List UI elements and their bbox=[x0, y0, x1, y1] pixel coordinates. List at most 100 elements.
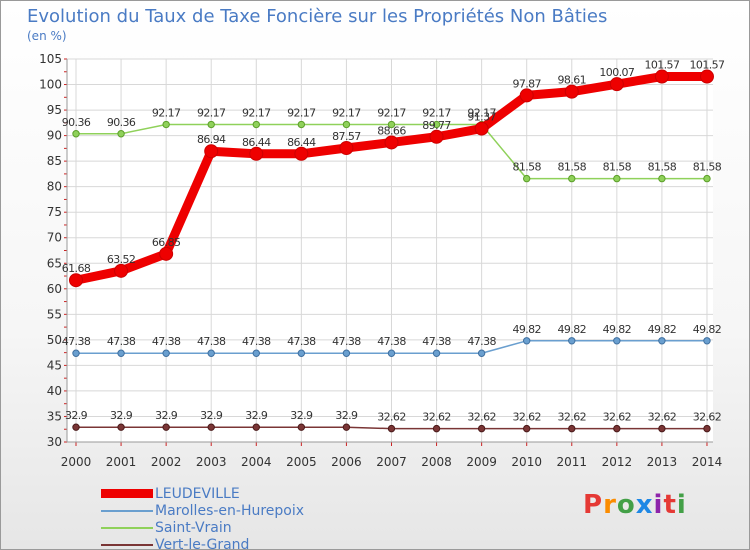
x-tick-label: 2004 bbox=[241, 455, 272, 469]
data-label: 49.82 bbox=[603, 323, 632, 336]
data-label: 47.38 bbox=[377, 335, 406, 348]
legend-item: Marolles-en-Hurepoix bbox=[101, 502, 304, 519]
data-point bbox=[114, 263, 129, 278]
data-label: 87.57 bbox=[332, 130, 361, 143]
data-point bbox=[342, 349, 351, 357]
data-label: 47.38 bbox=[197, 335, 226, 348]
data-label: 32.62 bbox=[603, 411, 632, 424]
legend-label: LEUDEVILLE bbox=[155, 485, 240, 502]
data-point bbox=[117, 130, 125, 138]
data-label: 81.58 bbox=[558, 161, 587, 174]
data-point bbox=[294, 146, 309, 161]
brand-letter: r bbox=[603, 490, 617, 520]
legend-swatch bbox=[101, 509, 153, 512]
data-point bbox=[387, 349, 396, 357]
data-label: 81.58 bbox=[648, 161, 677, 174]
unit-label: (en %) bbox=[27, 29, 67, 43]
data-point bbox=[432, 349, 441, 357]
data-label: 92.17 bbox=[287, 107, 316, 120]
data-label: 92.17 bbox=[152, 107, 181, 120]
legend-label: Saint-Vrain bbox=[155, 519, 232, 536]
data-point bbox=[384, 135, 399, 150]
data-label: 86.44 bbox=[242, 136, 271, 149]
data-point bbox=[609, 77, 624, 92]
data-point bbox=[523, 174, 531, 183]
data-point bbox=[72, 349, 80, 357]
data-label: 32.62 bbox=[648, 411, 677, 424]
data-point bbox=[654, 69, 669, 84]
data-label: 32.9 bbox=[290, 409, 313, 422]
legend-swatch bbox=[101, 489, 153, 498]
series-0: 47.38 47.38 47.38 47.38 47.38 47.38 47.38 47.38… bbox=[62, 323, 722, 357]
data-label: 101.57 bbox=[690, 59, 725, 72]
x-tick-label: 2006 bbox=[331, 455, 362, 469]
data-point bbox=[432, 120, 441, 129]
data-point bbox=[658, 337, 666, 345]
data-point bbox=[568, 424, 576, 433]
data-label: 32.9 bbox=[245, 409, 268, 422]
brand-letter: P bbox=[583, 490, 604, 520]
data-label: 32.62 bbox=[512, 411, 541, 424]
series-2: 32.9 32.9 32.9 32.9 32.9 32.9 32.9 32.62 32.62 32… bbox=[65, 409, 722, 433]
x-tick-label: 2008 bbox=[421, 455, 452, 469]
x-tick-label: 2002 bbox=[151, 455, 182, 469]
data-point bbox=[703, 174, 711, 183]
data-label: 47.38 bbox=[242, 335, 271, 348]
data-point bbox=[429, 129, 444, 144]
data-point bbox=[658, 424, 666, 433]
data-label: 91.37 bbox=[467, 111, 496, 124]
data-point bbox=[387, 424, 396, 433]
y-tick-label: 70 bbox=[47, 231, 62, 245]
y-tick-label: 95 bbox=[47, 103, 62, 117]
data-label: 88.66 bbox=[377, 124, 406, 137]
series-1: 90.36 90.36 92.17 92.17 92.17 92.17 92.17 92.17… bbox=[62, 107, 722, 183]
data-label: 89.77 bbox=[422, 119, 451, 132]
y-tick-label: 55 bbox=[47, 307, 62, 321]
brand-letter: t bbox=[663, 490, 677, 520]
y-tick-label: 35 bbox=[47, 409, 62, 423]
data-point bbox=[297, 120, 306, 129]
data-label: 86.94 bbox=[197, 133, 226, 146]
y-tick-label: 90 bbox=[47, 129, 62, 143]
brand-logo: Proxiti bbox=[583, 490, 687, 520]
x-tick-label: 2013 bbox=[647, 455, 678, 469]
data-point bbox=[613, 174, 621, 183]
data-label: 100.07 bbox=[599, 66, 634, 79]
series-3: 61.68 63.52 66.85 86.94 86.44 86.44 87.57 88.66… bbox=[62, 59, 726, 288]
data-label: 66.85 bbox=[152, 236, 181, 249]
x-tick-label: 2011 bbox=[556, 455, 587, 469]
data-point bbox=[568, 337, 576, 345]
data-label: 47.38 bbox=[287, 335, 316, 348]
data-label: 47.38 bbox=[62, 335, 91, 348]
data-point bbox=[703, 424, 711, 433]
x-tick-label: 2005 bbox=[286, 455, 317, 469]
data-point bbox=[117, 423, 125, 431]
data-label: 81.58 bbox=[693, 161, 722, 174]
data-point bbox=[387, 120, 396, 129]
data-point bbox=[703, 337, 711, 345]
y-tick-label: 65 bbox=[47, 256, 62, 270]
data-label: 49.82 bbox=[648, 323, 677, 336]
y-tick-label: 60 bbox=[47, 282, 62, 296]
data-label: 92.17 bbox=[467, 107, 496, 120]
legend-label: Marolles-en-Hurepoix bbox=[155, 502, 305, 519]
data-label: 47.38 bbox=[152, 335, 181, 348]
data-label: 32.62 bbox=[467, 411, 496, 424]
data-label: 92.17 bbox=[197, 107, 226, 120]
data-label: 92.17 bbox=[332, 107, 361, 120]
chart-title: Evolution du Taux de Taxe Foncière sur l… bbox=[27, 6, 608, 27]
x-tick-label: 2012 bbox=[602, 455, 633, 469]
data-label: 47.38 bbox=[422, 335, 451, 348]
data-point bbox=[342, 120, 351, 129]
legend-item: LEUDEVILLE bbox=[101, 485, 304, 502]
data-label: 32.62 bbox=[377, 411, 406, 424]
brand-letter: i bbox=[676, 490, 687, 520]
data-label: 32.9 bbox=[155, 409, 178, 422]
data-label: 32.62 bbox=[693, 411, 722, 424]
legend-item: Saint-Vrain bbox=[101, 519, 304, 536]
data-point bbox=[297, 423, 306, 431]
y-tick-label: 45 bbox=[47, 358, 62, 372]
y-tick-label: 30 bbox=[47, 435, 62, 449]
data-label: 32.9 bbox=[110, 409, 133, 422]
